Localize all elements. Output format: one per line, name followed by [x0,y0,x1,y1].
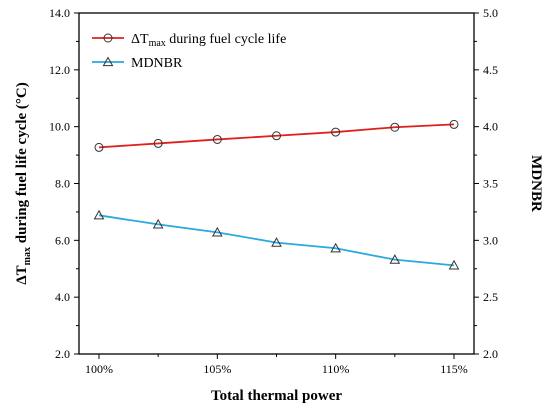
legend-circle-marker [103,33,113,43]
series-line [98,214,455,267]
circle-marker [449,119,459,129]
series-1 [94,119,459,152]
axes: 2.0 4.0 6.0 8.0 10.0 12.0 14.0 2.0 2.5 3.0 3.5 4.0 4… [49,6,498,376]
series-line [98,123,455,149]
left-tick-label: 2.0 [55,347,70,361]
right-tick-label: 2.5 [483,290,498,304]
circle-marker [331,127,341,137]
circle-marker [390,122,400,132]
left-tick-label: 6.0 [55,233,70,247]
right-tick-label: 4.5 [483,63,498,77]
series-2 [93,209,460,270]
left-tick-label: 14.0 [49,6,70,20]
right-tick-label: 3.5 [483,177,498,191]
right-tick-label: 3.0 [483,233,498,247]
right-tick-label: 5.0 [483,6,498,20]
series-layer [93,119,460,270]
legend-label: MDNBR [131,56,183,71]
x-tick-label: 115% [440,362,468,376]
right-tick-label: 4.0 [483,120,498,134]
x-tick-label: 110% [322,362,350,376]
triangle-marker [152,218,164,229]
circle-marker [153,138,163,148]
axis-titles: Total thermal power ΔTmax during fuel lif… [14,82,544,404]
triangle-marker [211,226,223,237]
triangle-marker [330,242,342,253]
circle-marker [272,131,281,141]
left-y-axis-title: ΔTmax during fuel life cycle (°C) [14,82,33,284]
legend-entry-1: ΔTmax during fuel cycle life [92,32,286,49]
triangle-marker [93,209,105,220]
right-y-axis-title: MDNBR [528,155,544,212]
left-tick-label: 4.0 [55,290,70,304]
left-tick-label: 10.0 [49,120,70,134]
x-tick-label: 100% [85,362,113,376]
circle-marker [94,142,104,152]
right-tick-label: 2.0 [483,347,498,361]
triangle-marker [271,237,282,247]
x-tick-label: 105% [203,362,231,376]
legend-label: ΔTmax during fuel cycle life [131,32,286,49]
left-tick-label: 12.0 [49,63,70,77]
x-axis-title: Total thermal power [211,388,342,404]
left-tick-label: 8.0 [55,177,70,191]
circle-marker [212,134,222,144]
legend-triangle-marker [102,56,114,67]
triangle-marker [389,254,401,264]
legend-entry-2: MDNBR [92,56,183,71]
legend: ΔTmax during fuel cycle life MDNBR [92,32,286,71]
triangle-marker [448,259,460,270]
